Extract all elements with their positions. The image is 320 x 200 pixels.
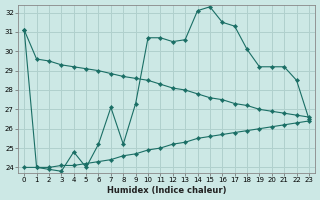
X-axis label: Humidex (Indice chaleur): Humidex (Indice chaleur) xyxy=(107,186,226,195)
